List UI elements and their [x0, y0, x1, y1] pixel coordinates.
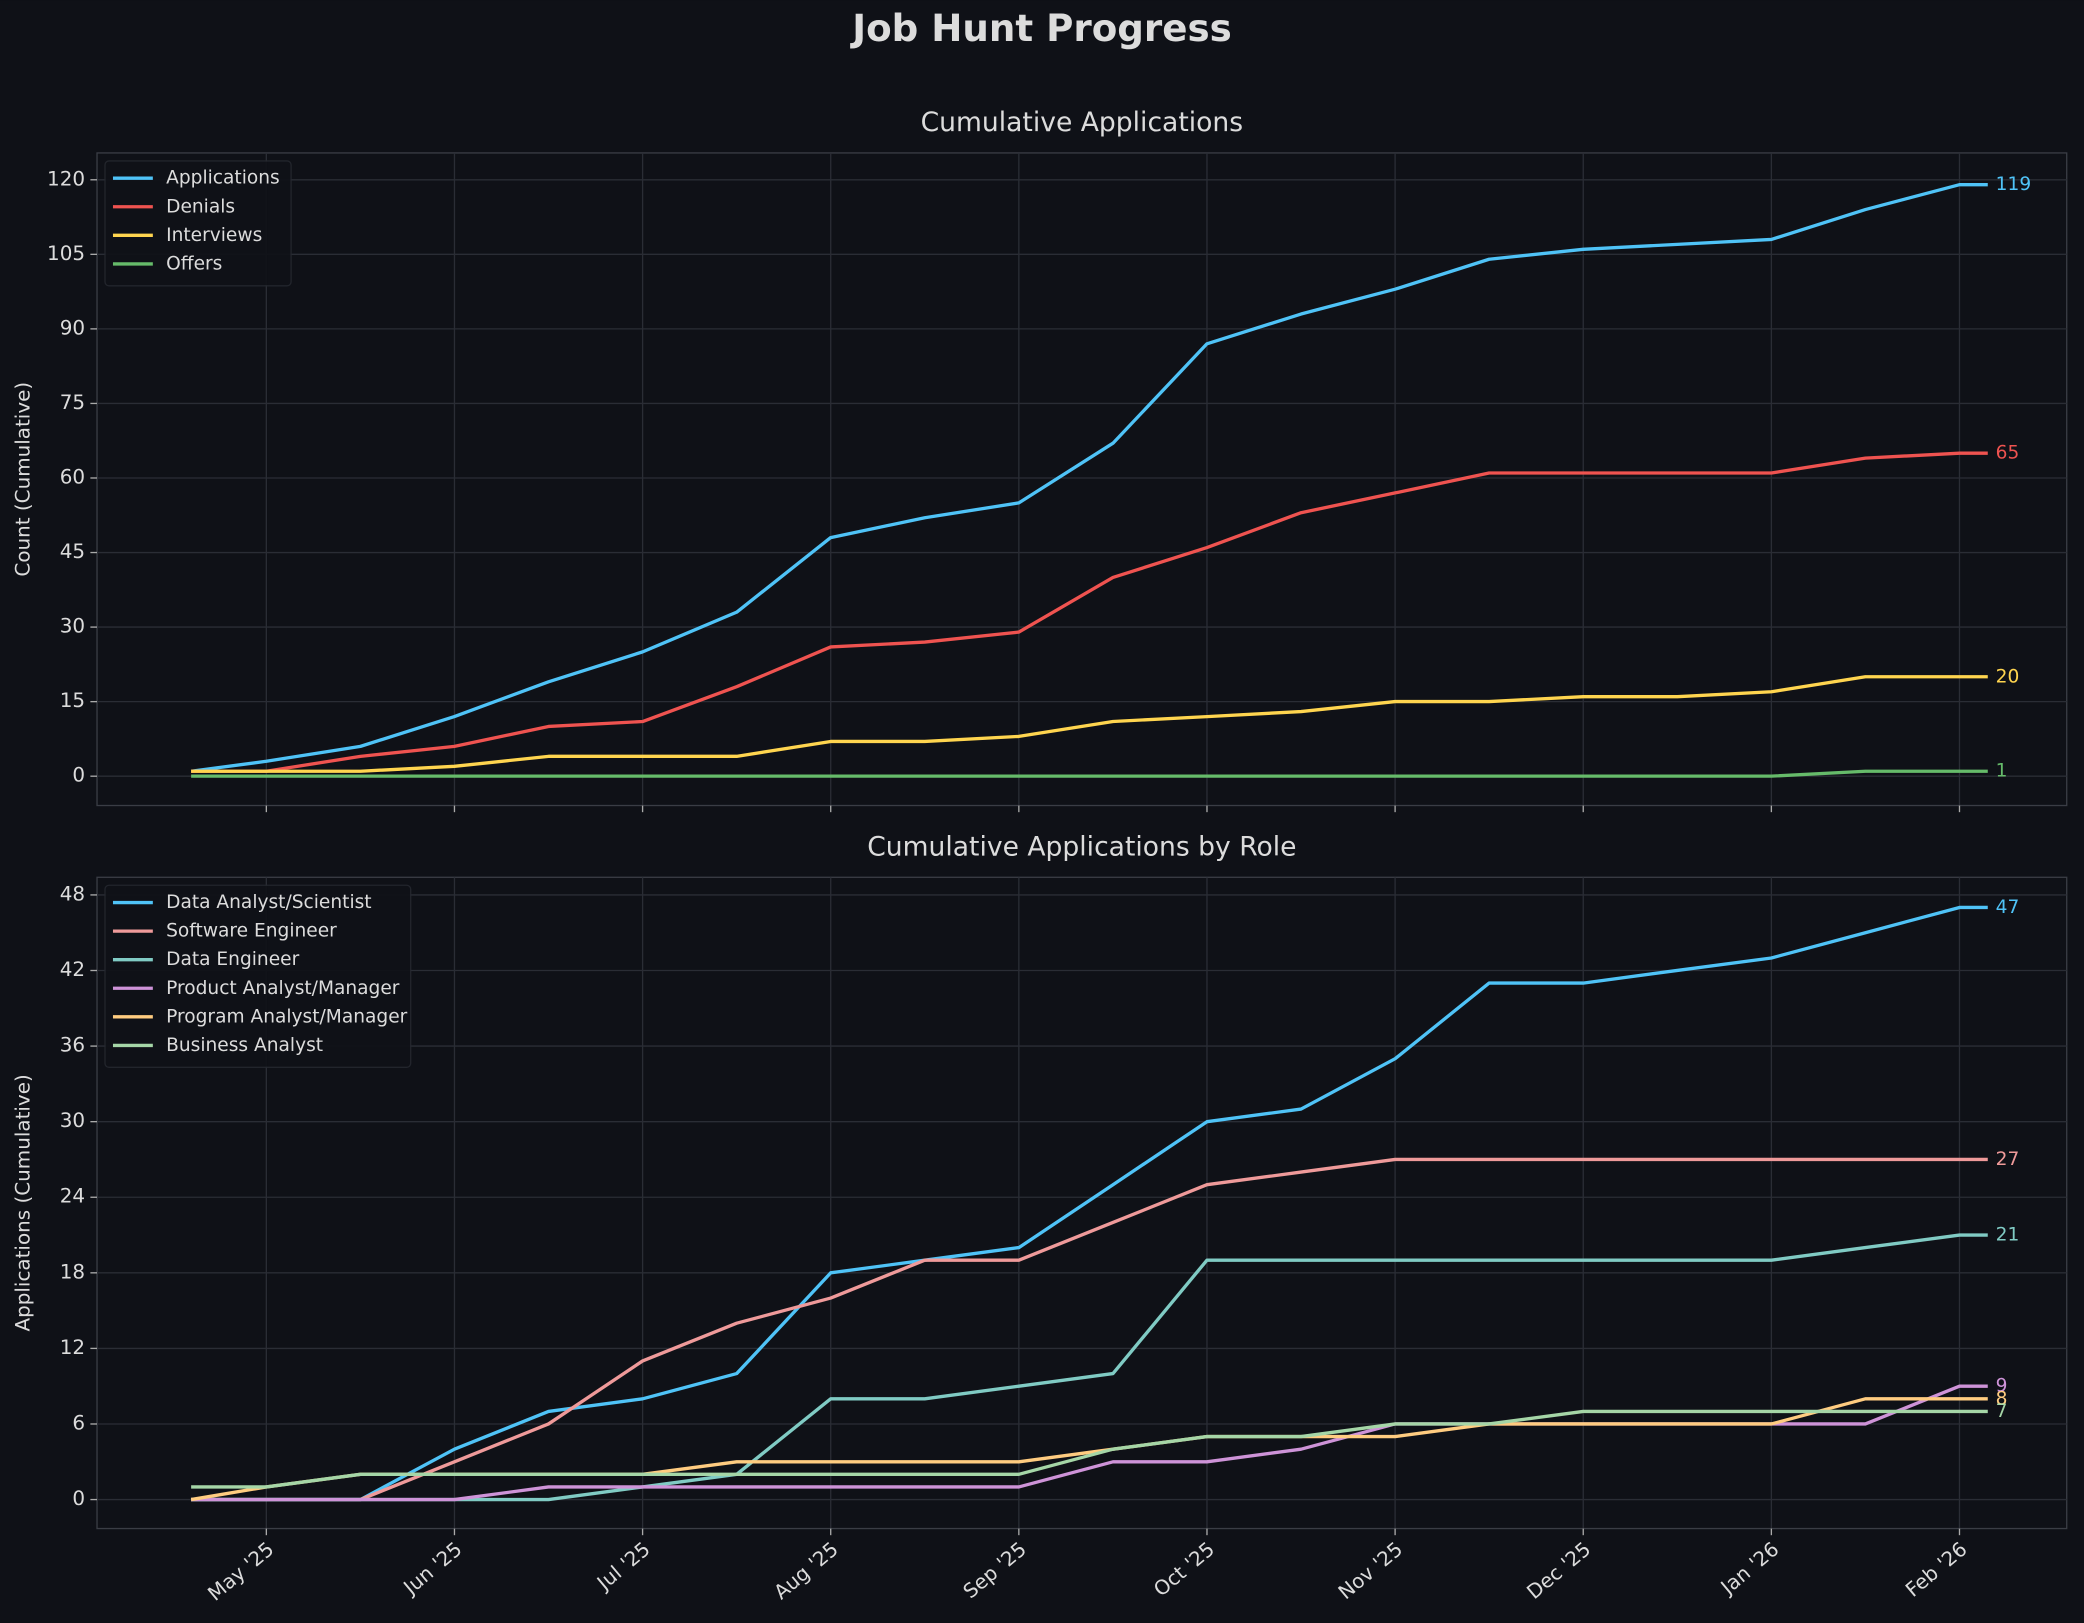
y-tick-label: 120 [47, 167, 85, 190]
subplot-title: Cumulative Applications by Role [867, 832, 1296, 863]
legend-box [104, 160, 292, 287]
y-tick-label: 30 [60, 615, 85, 638]
y-tick-label: 60 [60, 465, 85, 488]
y-tick-label: 75 [60, 391, 85, 414]
y-tick-label: 42 [60, 958, 85, 981]
legend-label: Data Engineer [166, 949, 299, 970]
series-line [191, 1233, 1988, 1502]
y-tick-label: 15 [60, 689, 85, 712]
y-tick-label: 48 [60, 882, 85, 905]
y-tick-label: 18 [60, 1260, 85, 1283]
series-line [191, 1409, 1988, 1489]
end-label: 27 [1996, 1149, 2020, 1170]
end-label: 47 [1996, 897, 2020, 918]
plot-area [96, 876, 2068, 1530]
plot-area [96, 152, 2068, 807]
legend-label: Interviews [166, 225, 262, 246]
series-line [191, 675, 1988, 773]
y-axis-label: Count (Cumulative) [11, 382, 34, 577]
y-tick-label: 30 [60, 1109, 85, 1132]
legend-label: Product Analyst/Manager [166, 978, 400, 999]
y-tick-label: 6 [72, 1411, 85, 1434]
legend-label: Software Engineer [166, 921, 337, 942]
y-tick-label: 45 [60, 540, 85, 563]
end-label: 119 [1996, 174, 2032, 195]
legend-label: Offers [166, 253, 222, 274]
end-label: 65 [1996, 443, 2020, 464]
subplot-title: Cumulative Applications [921, 107, 1244, 138]
end-label: 21 [1996, 1225, 2020, 1246]
y-tick-label: 90 [60, 316, 85, 339]
legend-label: Data Analyst/Scientist [166, 892, 371, 913]
end-label: 20 [1996, 666, 2020, 687]
y-tick-label: 24 [60, 1185, 85, 1208]
legend-box [104, 884, 412, 1069]
y-tick-label: 0 [72, 764, 85, 787]
figure-title: Job Hunt Progress [849, 6, 1231, 50]
y-tick-label: 12 [60, 1336, 85, 1359]
legend-label: Program Analyst/Manager [166, 1006, 408, 1027]
legend-label: Business Analyst [166, 1035, 323, 1056]
end-label: 9 [1996, 1376, 2008, 1397]
end-label: 7 [1996, 1401, 2008, 1422]
legend-label: Applications [166, 168, 280, 189]
legend-label: Denials [166, 196, 235, 217]
series-line [191, 451, 1988, 773]
series-line [191, 905, 1988, 1502]
y-axis-label: Applications (Cumulative) [11, 1074, 34, 1331]
series-line [191, 1157, 1988, 1502]
y-tick-label: 0 [72, 1487, 85, 1510]
series-line [191, 769, 1988, 778]
series-line [190, 183, 1988, 773]
end-label: 8 [1996, 1388, 2008, 1409]
end-label: 1 [1996, 761, 2008, 782]
y-tick-label: 36 [60, 1034, 85, 1057]
y-tick-label: 105 [47, 242, 85, 265]
